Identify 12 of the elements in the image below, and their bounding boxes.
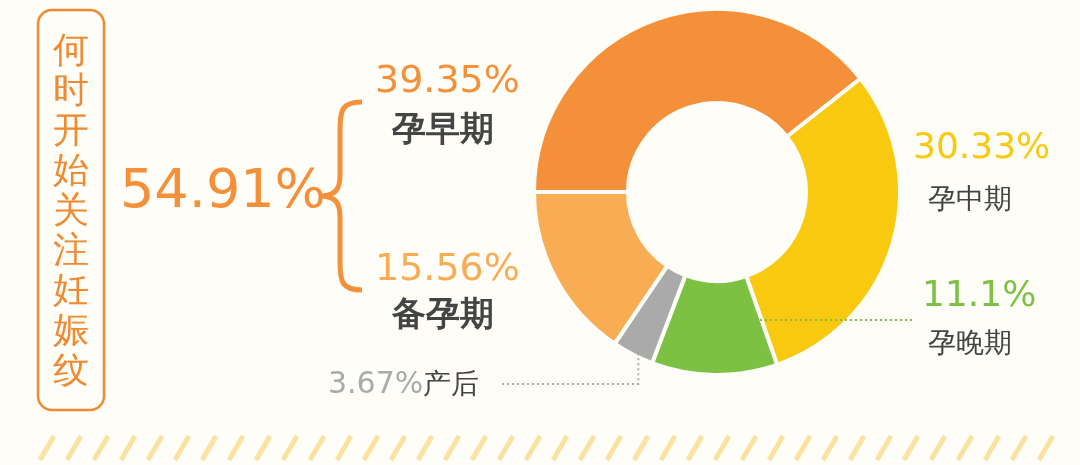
slice-label: 孕早期	[391, 108, 494, 148]
data-label: 15.56%	[375, 245, 520, 289]
data-label: 11.1%	[922, 273, 1037, 314]
data-label: 30.33%	[913, 125, 1051, 166]
data-label: 3.67%	[328, 365, 424, 400]
chart-title: 何时开始关注妊娠纹	[53, 29, 89, 390]
text: 54.91%	[120, 157, 326, 220]
data-label: 39.35%	[375, 57, 520, 101]
slice-label: 孕晚期	[928, 326, 1012, 359]
slice-label: 备孕期	[391, 293, 494, 333]
slice-label: 孕中期	[928, 182, 1012, 215]
slice-label: 产后	[423, 367, 480, 400]
